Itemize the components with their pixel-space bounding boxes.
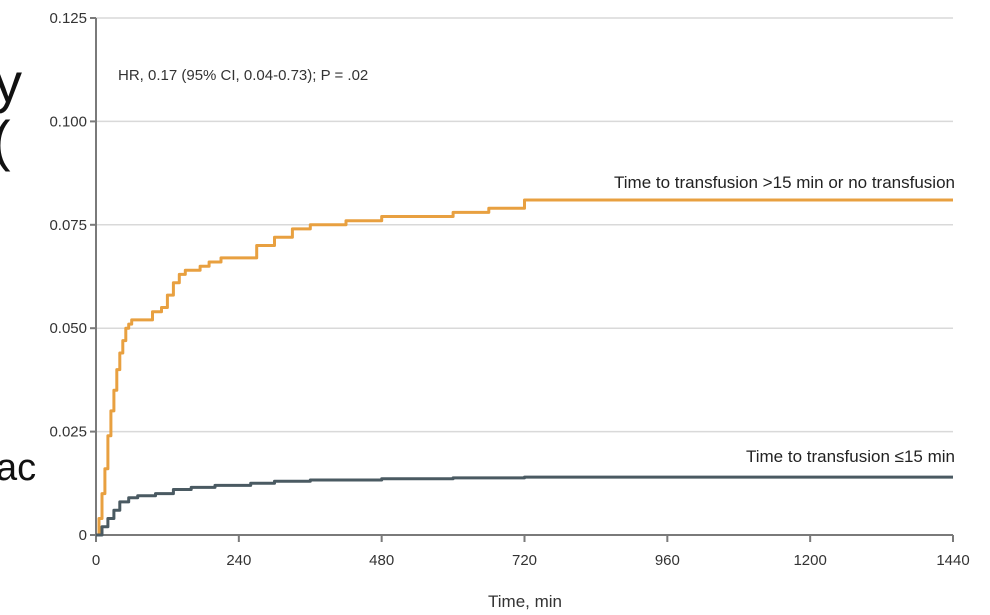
left-edge-fragment-ac: ac	[0, 447, 36, 489]
y-tick-label: 0.025	[49, 424, 87, 441]
series-label-early: Time to transfusion ≤15 min	[746, 447, 955, 466]
x-tick-label: 0	[92, 552, 100, 569]
hazard-ratio-annotation: HR, 0.17 (95% CI, 0.04-0.73); P = .02	[118, 67, 368, 84]
y-tick-label: 0.100	[49, 113, 87, 130]
series-label-late: Time to transfusion >15 min or no transf…	[614, 173, 955, 192]
x-tick-label: 240	[226, 552, 251, 569]
left-edge-fragment-y: y	[0, 51, 22, 114]
left-edge-fragment-paren: (	[0, 109, 11, 172]
series-line-late-transfusion	[96, 198, 953, 537]
x-axis-title: Time, min	[488, 592, 562, 611]
series-line-early-transfusion	[96, 475, 953, 537]
y-tick-label: 0.125	[49, 10, 87, 27]
series-lines	[96, 198, 953, 537]
x-tick-label: 1440	[936, 552, 969, 569]
gridlines	[96, 17, 953, 433]
y-tick-labels: 0 0.025 0.050 0.075 0.100 0.125	[49, 10, 87, 544]
x-tick-label: 960	[655, 552, 680, 569]
x-tick-labels: 0 240 480 720 960 1200 1440	[92, 552, 970, 569]
y-tick-label: 0.075	[49, 217, 87, 234]
x-tick-label: 1200	[793, 552, 826, 569]
x-tick-label: 720	[512, 552, 537, 569]
y-tick-label: 0.050	[49, 320, 87, 337]
x-tick-label: 480	[369, 552, 394, 569]
y-tick-label: 0	[79, 527, 87, 544]
